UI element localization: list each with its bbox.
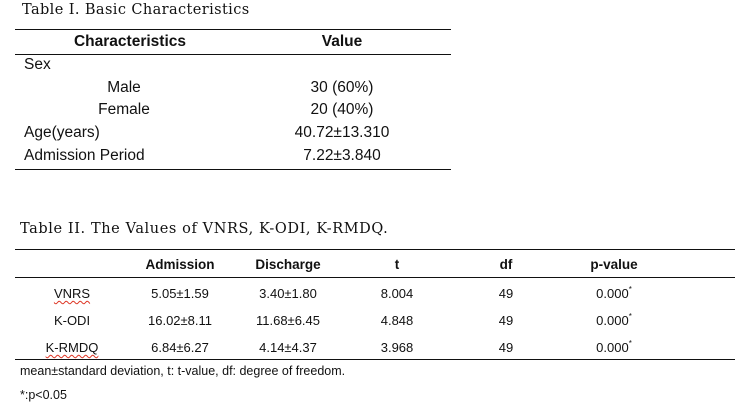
significance-mark: * (628, 339, 632, 348)
table2-cell-discharge: 3.40±1.80 (259, 286, 317, 301)
table2-header-admission: Admission (145, 257, 215, 272)
table1-row-value: 30 (60%) (310, 79, 374, 96)
significance-mark: * (628, 285, 632, 294)
table2-header-df: df (499, 257, 513, 272)
table2-cell-discharge: 4.14±4.37 (259, 340, 317, 355)
table1-header-rule (15, 54, 451, 55)
table2-cell-t: 3.968 (380, 340, 414, 355)
table1-title: Table I. Basic Characteristics (22, 2, 250, 18)
table1-row-label: Male (107, 79, 141, 96)
table2-cell-p: 0.000* (596, 339, 632, 356)
table1-bottom-rule (15, 169, 451, 170)
table1-row-label: Sex (24, 56, 51, 73)
table1-row-value: 7.22±3.840 (303, 147, 381, 164)
table2-cell-p: 0.000* (596, 312, 632, 329)
table2-header-p-value: p-value (590, 257, 638, 272)
table2-bottom-rule (15, 359, 735, 360)
table2-header-discharge: Discharge (255, 257, 321, 272)
table2-footnote-definitions: mean±standard deviation, t: t-value, df:… (20, 364, 346, 378)
table2-row-name: VNRS (53, 286, 91, 301)
table2-cell-admission: 5.05±1.59 (151, 286, 209, 301)
table2-cell-admission: 6.84±6.27 (151, 340, 209, 355)
table2-cell-discharge: 11.68±6.45 (255, 313, 321, 328)
table2-cell-t: 4.848 (380, 313, 414, 328)
table2-cell-p: 0.000* (596, 285, 632, 302)
table2-cell-t: 8.004 (380, 286, 414, 301)
table2-header-rule (15, 277, 735, 278)
table2-cell-admission: 16.02±8.11 (147, 313, 213, 328)
table2-cell-df: 49 (498, 286, 514, 301)
table1-row-label: Female (98, 101, 150, 118)
table2-cell-df: 49 (498, 313, 514, 328)
significance-mark: * (628, 312, 632, 321)
table1-row-label: Age(years) (24, 124, 100, 141)
table2-row-name: K-ODI (53, 313, 91, 328)
table1-header-characteristics: Characteristics (73, 33, 187, 50)
table1-row-value: 20 (40%) (310, 101, 374, 118)
table1-row-value: 40.72±13.310 (294, 124, 390, 141)
table2-title: Table II. The Values of VNRS, K-ODI, K-R… (20, 221, 389, 237)
table1-header-value: Value (321, 33, 363, 50)
table2-top-rule (15, 249, 735, 250)
table1-top-rule (15, 29, 451, 30)
table2-header-t: t (394, 257, 400, 272)
table1-row-label: Admission Period (24, 147, 145, 164)
table2-footnote-significance: *:p<0.05 (20, 388, 67, 402)
table2-cell-df: 49 (498, 340, 514, 355)
table2-row-name: K-RMDQ (45, 340, 99, 355)
